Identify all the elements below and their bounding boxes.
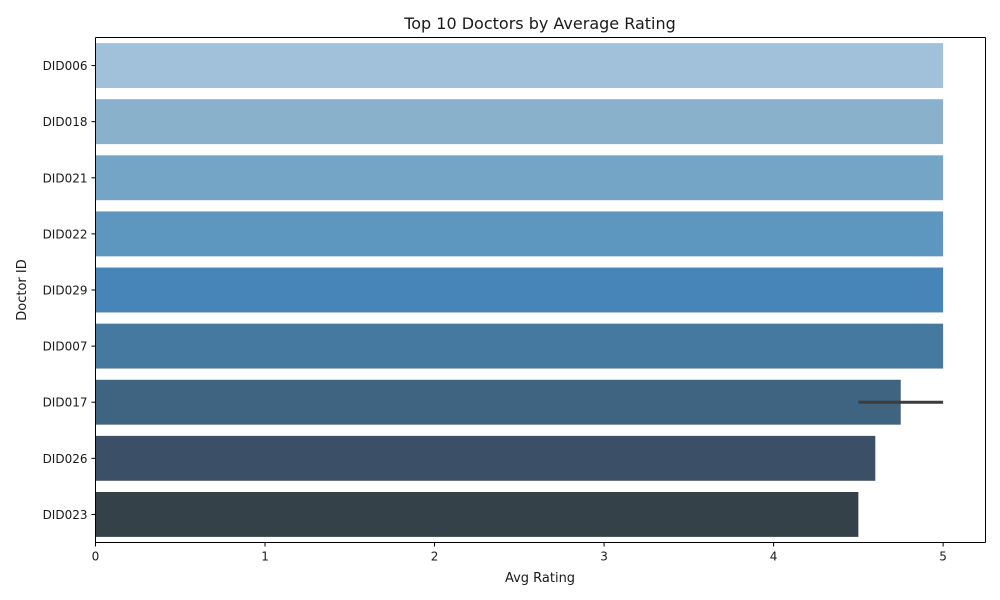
- x-tick-label: 4: [770, 550, 778, 564]
- x-tick-label: 2: [431, 550, 439, 564]
- y-axis-label: Doctor ID: [15, 259, 30, 320]
- y-tick-label: DID022: [43, 227, 88, 241]
- bar-did029: [95, 267, 944, 313]
- bar-did026: [95, 435, 876, 481]
- y-tick-label: DID006: [43, 59, 88, 73]
- y-tick-label: DID026: [43, 452, 88, 466]
- x-axis-ticks: 0 1 2 3 4 5: [92, 542, 947, 564]
- bar-did022: [95, 211, 944, 257]
- bar-did006: [95, 43, 944, 88]
- bar-did023: [95, 492, 859, 537]
- bars-group: [95, 43, 944, 537]
- y-tick-label: DID029: [43, 284, 88, 298]
- y-tick-label: DID023: [43, 508, 88, 522]
- bar-did017: [95, 379, 901, 425]
- chart-title: Top 10 Doctors by Average Rating: [403, 14, 676, 33]
- bar-did018: [95, 99, 944, 145]
- x-tick-label: 1: [261, 550, 269, 564]
- bar-did021: [95, 155, 944, 201]
- y-tick-label: DID018: [43, 115, 88, 129]
- x-tick-label: 3: [600, 550, 608, 564]
- x-tick-label: 0: [92, 550, 100, 564]
- y-tick-label: DID007: [43, 340, 88, 354]
- x-axis-label: Avg Rating: [505, 571, 575, 586]
- y-tick-label: DID017: [43, 396, 88, 410]
- bar-did007: [95, 323, 944, 369]
- y-tick-label: DID021: [43, 171, 88, 185]
- y-axis-ticks: DID006 DID018 DID021 DID022 DID029 DID007 DID0…: [43, 59, 96, 522]
- x-tick-label: 5: [939, 550, 947, 564]
